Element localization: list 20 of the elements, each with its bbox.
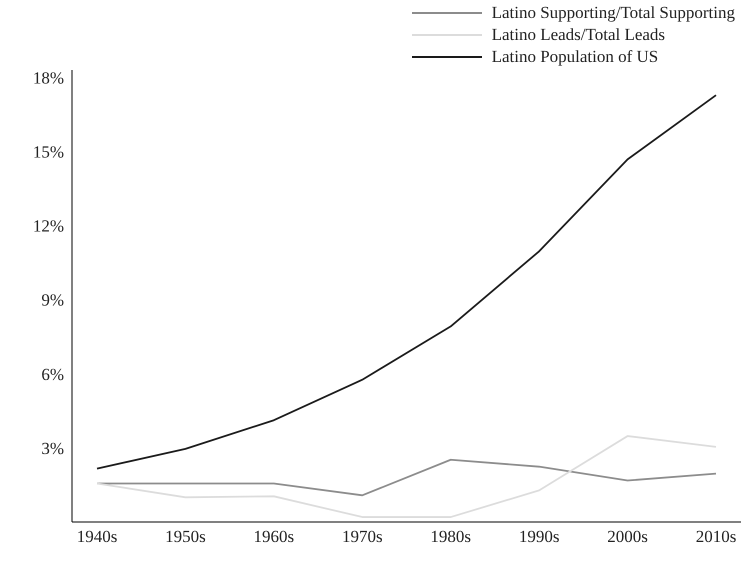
legend-label: Latino Supporting/Total Supporting [492, 3, 735, 23]
line-series [96, 435, 717, 518]
x-tick-label: 1940s [76, 527, 118, 546]
x-tick-label: 2000s [607, 527, 648, 546]
x-tick-label: 2010s [696, 527, 736, 546]
x-tick-label: 1960s [254, 527, 294, 546]
legend-label: Latino Leads/Total Leads [492, 25, 666, 45]
y-tick-label: 18% [32, 68, 64, 88]
x-tick-label: 1950s [165, 527, 206, 546]
x-tick-label: 1970s [342, 527, 383, 546]
y-tick-label: 3% [41, 438, 64, 458]
y-tick-label: 15% [32, 142, 64, 162]
y-tick-label: 9% [41, 290, 64, 310]
line-series [96, 458, 717, 496]
y-tick-label: 6% [41, 364, 64, 384]
x-tick-label: 1990s [518, 527, 560, 546]
y-tick-label: 12% [32, 216, 64, 236]
legend-label: Latino Population of US [492, 47, 658, 67]
line-series [96, 94, 717, 470]
x-tick-label: 1980s [430, 527, 472, 546]
